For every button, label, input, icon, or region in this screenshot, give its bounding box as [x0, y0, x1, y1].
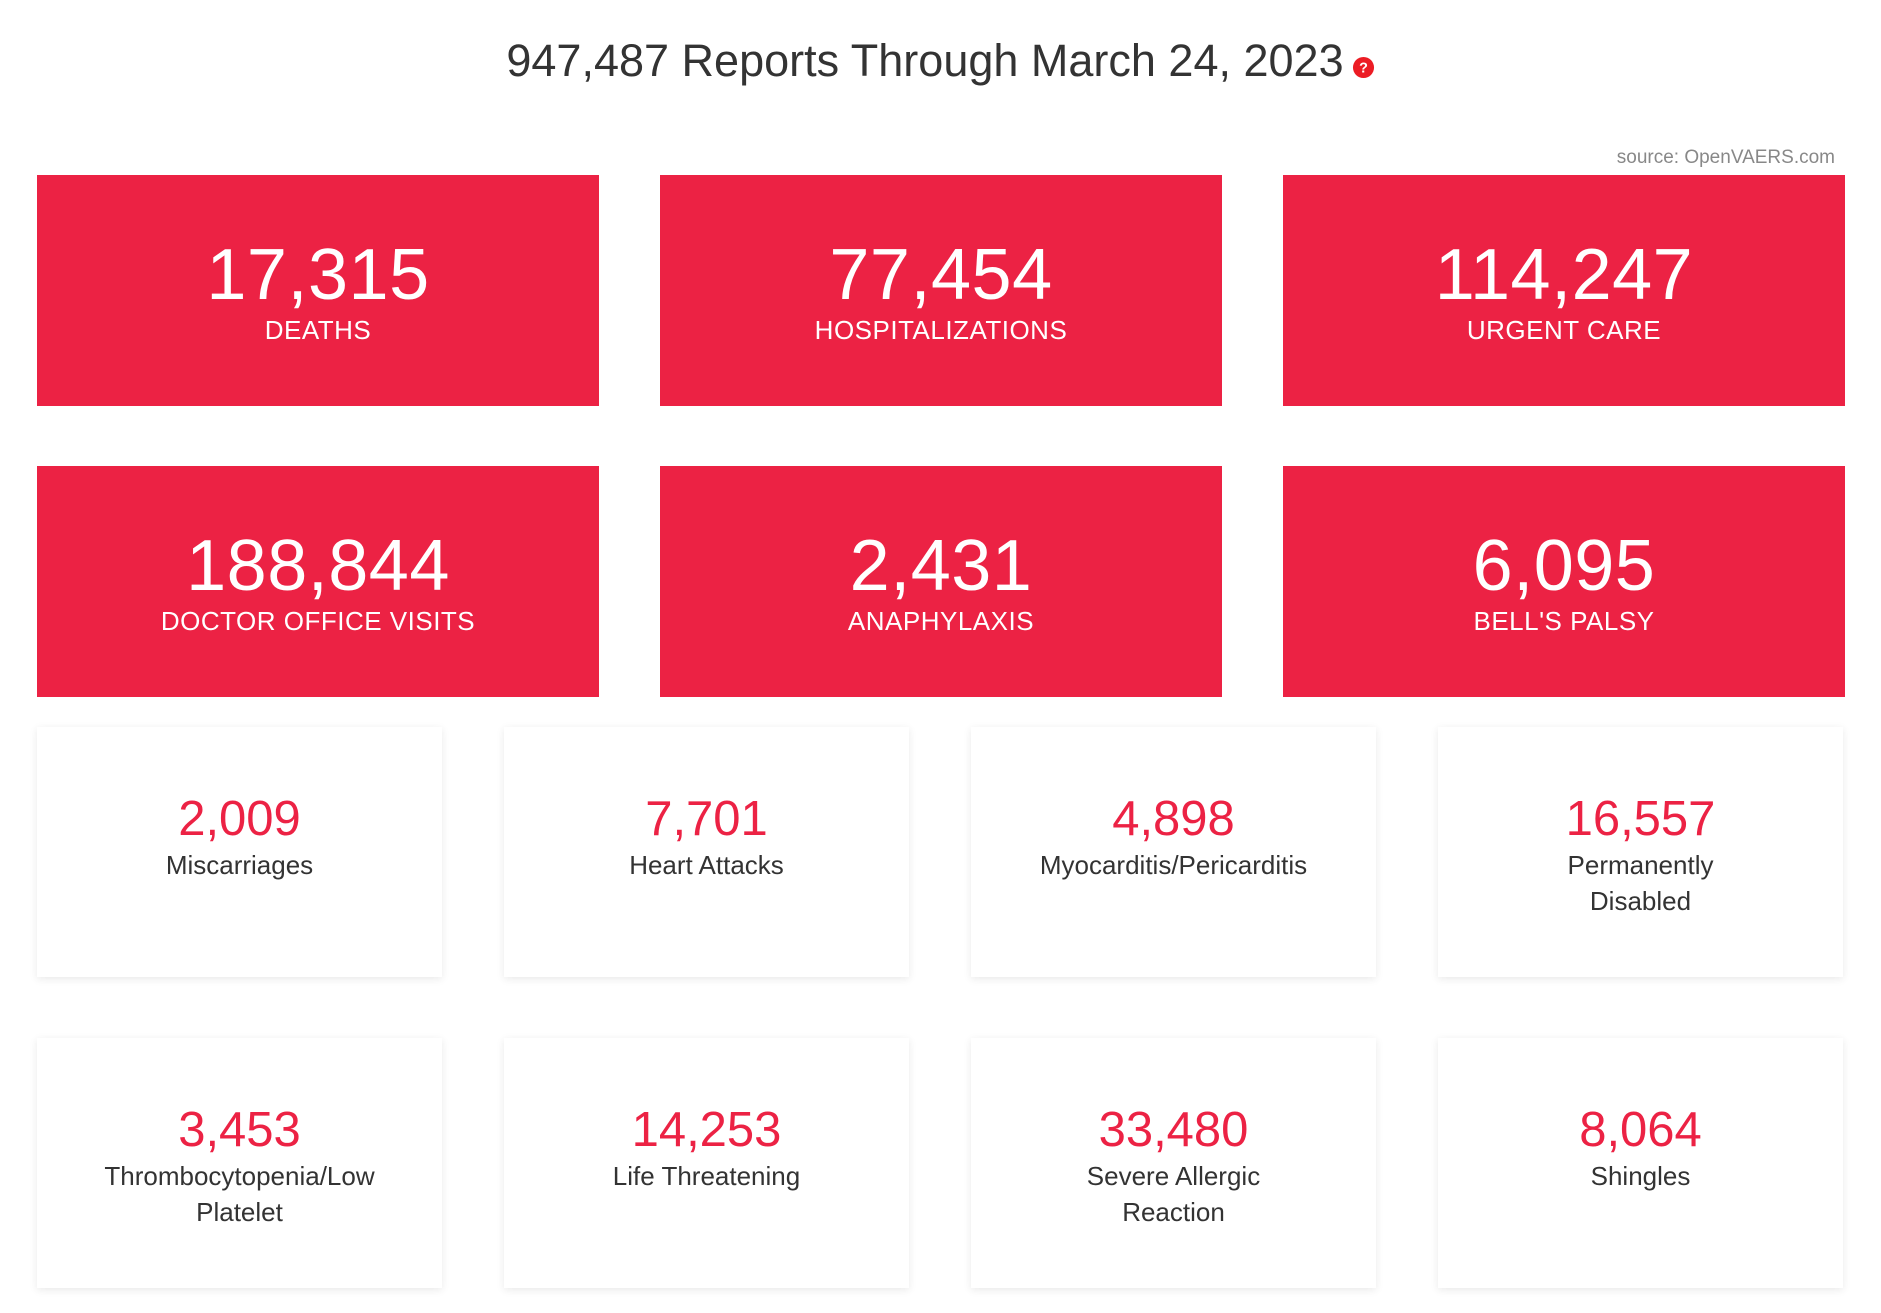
stat-card-hospitalizations: 77,454 HOSPITALIZATIONS [660, 175, 1222, 406]
stat-value: 6,095 [1472, 526, 1656, 606]
stat-value: 3,453 [178, 1103, 301, 1157]
stat-value: 16,557 [1565, 792, 1716, 846]
stat-card-heart-attacks: 7,701 Heart Attacks [504, 727, 909, 977]
stat-card-thrombocytopenia: 3,453 Thrombocytopenia/Low Platelet [37, 1038, 442, 1288]
stat-label: Life Threatening [612, 1161, 801, 1191]
stat-card-urgent-care: 114,247 URGENT CARE [1283, 175, 1845, 406]
question-circle-icon[interactable]: ? [1352, 56, 1375, 79]
stat-label: Heart Attacks [629, 850, 784, 880]
stat-label: HOSPITALIZATIONS [814, 315, 1068, 345]
page-title-text: 947,487 Reports Through March 24, 2023 [506, 35, 1344, 86]
stat-card-miscarriages: 2,009 Miscarriages [37, 727, 442, 977]
stat-value: 188,844 [186, 526, 450, 606]
stat-label: DEATHS [264, 315, 372, 345]
stat-label: Miscarriages [165, 850, 314, 880]
stat-card-shingles: 8,064 Shingles [1438, 1038, 1843, 1288]
stat-label: ANAPHYLAXIS [847, 606, 1035, 636]
stat-value: 4,898 [1112, 792, 1235, 846]
stat-value: 77,454 [829, 235, 1053, 315]
stat-label: Thrombocytopenia/Low Platelet [104, 1161, 375, 1227]
stat-card-anaphylaxis: 2,431 ANAPHYLAXIS [660, 466, 1222, 697]
stat-card-myocarditis: 4,898 Myocarditis/Pericarditis [971, 727, 1376, 977]
svg-text:?: ? [1359, 60, 1368, 76]
stat-value: 2,431 [849, 526, 1033, 606]
stat-card-bells-palsy: 6,095 BELL'S PALSY [1283, 466, 1845, 697]
stat-value: 7,701 [645, 792, 768, 846]
source-credit: source: OpenVAERS.com [1616, 147, 1835, 168]
stat-value: 2,009 [178, 792, 301, 846]
stat-value: 17,315 [206, 235, 430, 315]
stat-value: 33,480 [1098, 1103, 1249, 1157]
stat-card-severe-allergic-reaction: 33,480 Severe Allergic Reaction [971, 1038, 1376, 1288]
stat-label: Permanently Disabled [1567, 850, 1714, 916]
page-title: 947,487 Reports Through March 24, 2023? [0, 34, 1881, 88]
stat-card-doctor-office-visits: 188,844 DOCTOR OFFICE VISITS [37, 466, 599, 697]
stat-label: Myocarditis/Pericarditis [1039, 850, 1308, 880]
stat-value: 14,253 [631, 1103, 782, 1157]
stat-card-deaths: 17,315 DEATHS [37, 175, 599, 406]
stat-label: Severe Allergic Reaction [1086, 1161, 1261, 1227]
stat-label: URGENT CARE [1466, 315, 1662, 345]
stat-value: 8,064 [1579, 1103, 1702, 1157]
stat-label: BELL'S PALSY [1473, 606, 1655, 636]
stat-card-life-threatening: 14,253 Life Threatening [504, 1038, 909, 1288]
stat-label: Shingles [1590, 1161, 1691, 1191]
stat-value: 114,247 [1434, 235, 1694, 315]
stat-label: DOCTOR OFFICE VISITS [160, 606, 476, 636]
stat-card-permanently-disabled: 16,557 Permanently Disabled [1438, 727, 1843, 977]
